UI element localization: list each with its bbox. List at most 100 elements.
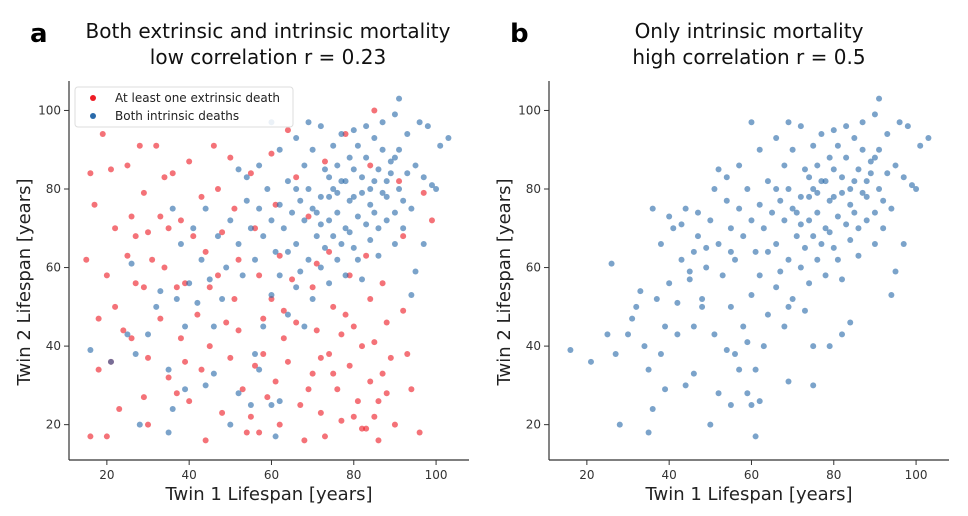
data-point-a-series-0 [231, 295, 238, 302]
data-point-a-series-0 [383, 319, 390, 326]
data-point-b-series-0 [884, 170, 891, 177]
data-point-b-series-0 [904, 123, 911, 130]
data-point-b-series-0 [699, 295, 706, 302]
data-point-b-series-0 [703, 264, 710, 271]
data-point-a-series-0 [190, 233, 197, 240]
data-point-b-series-0 [744, 339, 751, 346]
data-point-b-series-0 [645, 366, 652, 373]
data-point-a-series-0 [103, 433, 110, 440]
data-point-a-series-0 [338, 331, 345, 338]
data-point-a-series-0 [371, 413, 378, 420]
data-point-a-series-0 [219, 409, 226, 416]
data-point-a-series-0 [326, 248, 333, 255]
data-point-a-series-0 [268, 150, 275, 157]
data-point-b-series-0 [740, 233, 747, 240]
data-point-a-series-1 [305, 119, 312, 126]
data-point-b-series-0 [616, 421, 623, 428]
data-point-a-series-1 [276, 146, 283, 153]
data-point-a-series-0 [194, 311, 201, 318]
data-point-a-series-1 [354, 256, 361, 263]
data-point-b-series-0 [781, 217, 788, 224]
data-point-b-series-0 [859, 119, 866, 126]
data-point-a-series-1 [359, 276, 366, 283]
data-point-a-series-0 [252, 362, 259, 369]
data-point-a-series-1 [165, 429, 172, 436]
panel-a: a Both extrinsic and intrinsic mortality… [14, 19, 469, 505]
data-point-a-series-0 [256, 272, 263, 279]
data-point-a-series-0 [95, 366, 102, 373]
data-point-a-series-1 [404, 131, 411, 138]
data-point-a-series-0 [350, 323, 357, 330]
data-point-a-series-1 [177, 240, 184, 247]
data-point-a-series-0 [276, 421, 283, 428]
data-point-b-series-0 [859, 146, 866, 153]
data-point-a-series-1 [391, 209, 398, 216]
data-point-a-series-1 [363, 221, 370, 228]
data-point-a-series-1 [350, 166, 357, 173]
y-tick-label-a: 20 [46, 418, 61, 432]
x-tick-label-a: 80 [346, 468, 361, 482]
data-point-a-series-1 [400, 225, 407, 232]
data-point-a-series-1 [243, 197, 250, 204]
data-point-a-series-1 [317, 193, 324, 200]
data-point-a-series-0 [231, 205, 238, 212]
data-point-b-series-0 [839, 276, 846, 283]
data-point-a-series-1 [260, 323, 267, 330]
data-point-b-series-0 [748, 119, 755, 126]
data-point-b-series-0 [662, 323, 669, 330]
data-point-b-series-0 [777, 268, 784, 275]
data-point-b-series-0 [637, 288, 644, 295]
y-tick-label-b: 80 [526, 182, 541, 196]
data-point-b-series-0 [785, 256, 792, 263]
data-point-b-series-0 [789, 146, 796, 153]
data-point-a-series-0 [289, 276, 296, 283]
data-point-a-series-0 [198, 193, 205, 200]
data-point-a-series-1 [202, 205, 209, 212]
data-point-b-series-0 [781, 162, 788, 169]
data-point-b-series-0 [764, 178, 771, 185]
data-point-a-series-0 [210, 142, 217, 149]
data-point-a-series-0 [363, 252, 370, 259]
data-point-a-series-1 [437, 142, 444, 149]
data-point-a-series-1 [272, 433, 279, 440]
data-point-a-series-0 [363, 425, 370, 432]
data-point-b-series-0 [867, 170, 874, 177]
data-point-a-series-1 [235, 240, 242, 247]
data-point-a-series-1 [124, 331, 131, 338]
data-point-b-series-0 [785, 119, 792, 126]
x-axis-label-a: Twin 1 Lifespan [years] [164, 484, 372, 505]
legend-marker-extrinsic [90, 95, 96, 101]
data-point-a-series-0 [309, 284, 316, 291]
data-point-b-series-0 [830, 193, 837, 200]
data-point-a-series-1 [383, 217, 390, 224]
data-point-a-series-0 [173, 390, 180, 397]
data-point-b-series-0 [604, 331, 611, 338]
x-tick-label-a: 100 [425, 468, 448, 482]
data-point-a-series-1 [404, 170, 411, 177]
data-point-a-series-0 [112, 303, 119, 310]
data-point-b-series-0 [678, 256, 685, 263]
data-point-a-series-1 [268, 217, 275, 224]
data-point-a-series-0 [367, 295, 374, 302]
data-point-a-series-1 [412, 162, 419, 169]
data-point-a-series-1 [396, 186, 403, 193]
data-point-a-series-0 [202, 248, 209, 255]
data-point-a-series-0 [305, 386, 312, 393]
data-point-a-series-0 [140, 284, 147, 291]
data-point-a-series-1 [145, 331, 152, 338]
data-point-b-series-0 [871, 240, 878, 247]
data-point-a-series-1 [379, 189, 386, 196]
data-point-a-series-1 [284, 311, 291, 318]
data-point-a-series-1 [243, 174, 250, 181]
data-point-a-series-0 [272, 378, 279, 385]
data-point-b-series-0 [719, 272, 726, 279]
data-point-a-series-0 [317, 409, 324, 416]
data-point-a-series-1 [416, 119, 423, 126]
data-point-a-series-1 [367, 186, 374, 193]
data-point-a-series-0 [227, 154, 234, 161]
data-point-a-series-0 [408, 386, 415, 393]
data-point-a-series-1 [276, 201, 283, 208]
data-point-a-series-1 [342, 225, 349, 232]
x-axis-label-b: Twin 1 Lifespan [years] [644, 484, 852, 505]
data-point-b-series-0 [810, 343, 817, 350]
